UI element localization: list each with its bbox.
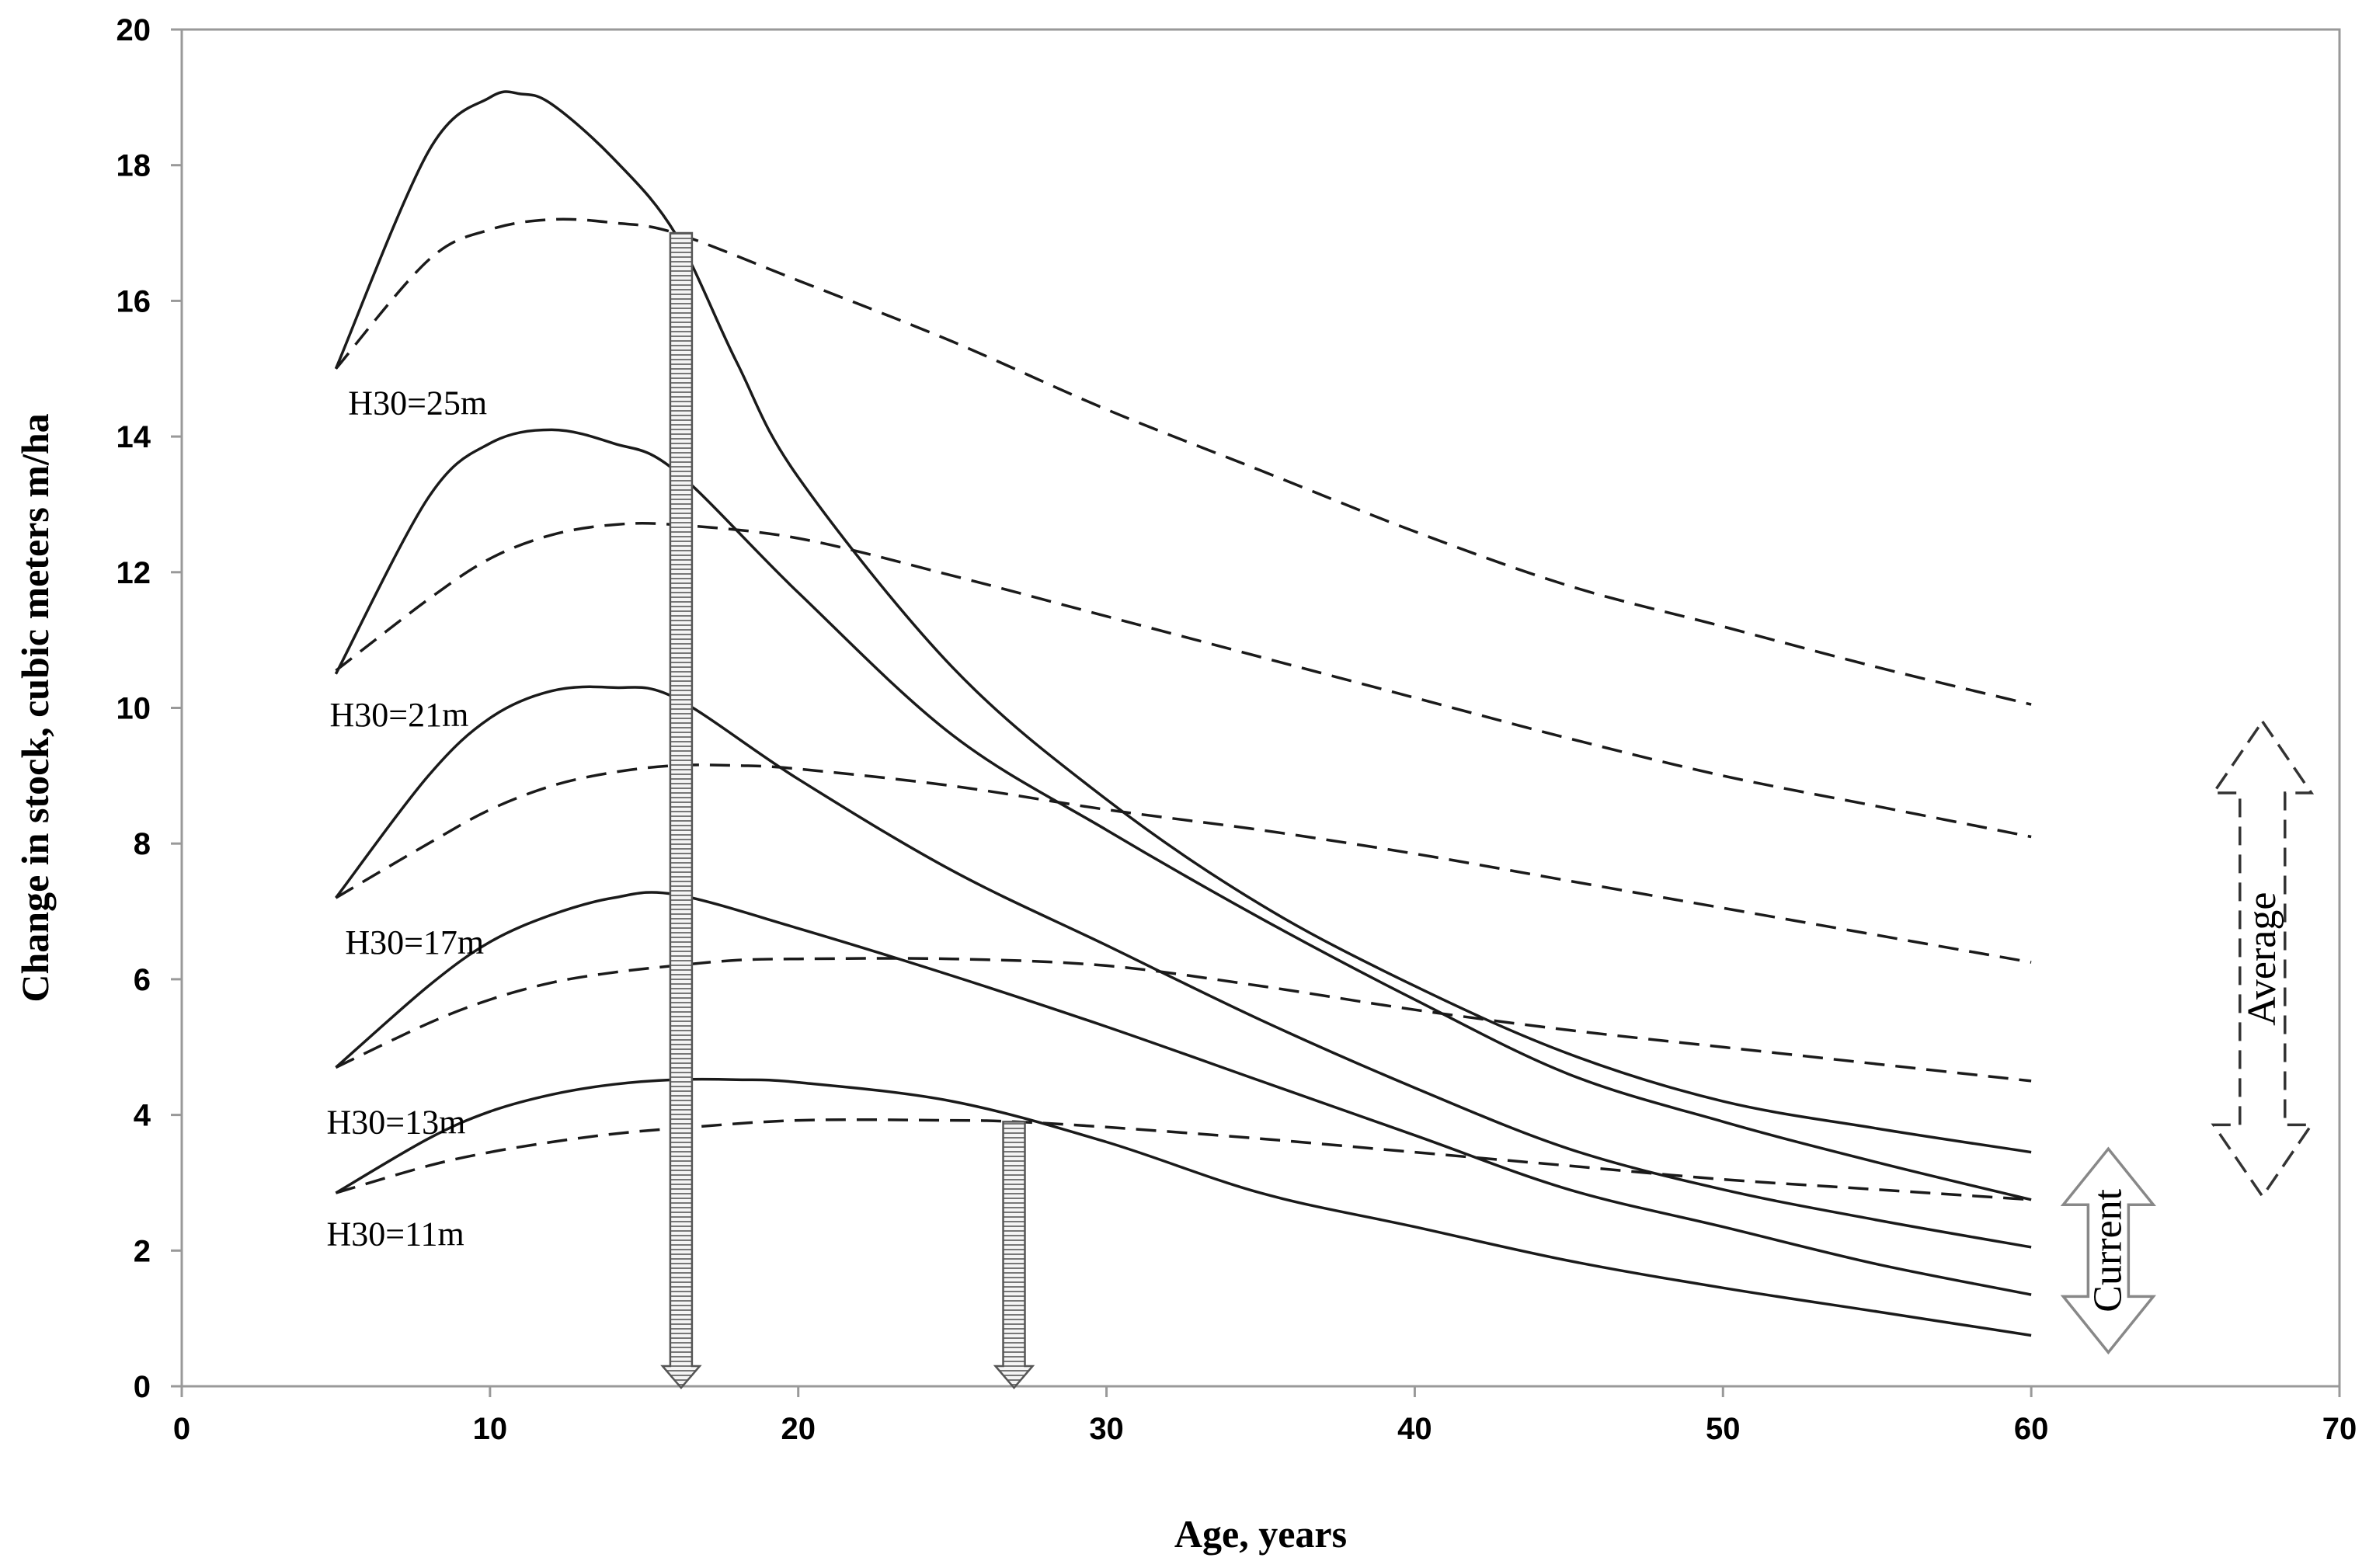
curve-label: H30=11m — [327, 1215, 464, 1253]
series-line-h30-25m-current — [334, 90, 2032, 1154]
x-tick-label: 10 — [473, 1412, 508, 1446]
curve-label: H30=13m — [327, 1103, 466, 1141]
average-range-arrow — [2211, 718, 2315, 1199]
x-tick-label: 20 — [781, 1412, 816, 1446]
current-arrow-label: Current — [2086, 1188, 2130, 1312]
y-tick-label: 0 — [134, 1370, 151, 1404]
y-tick-label: 6 — [134, 963, 151, 997]
curve-label: H30=17m — [345, 923, 484, 961]
y-axis-title: Change in stock, cubic meters m/ha — [13, 413, 57, 1002]
y-tick-label: 16 — [117, 284, 151, 318]
y-tick-label: 14 — [117, 420, 151, 454]
y-tick-label: 20 — [117, 13, 151, 47]
series-line-h30-11m-current — [335, 1077, 2032, 1337]
series-line-h30-17m-average — [335, 763, 2032, 964]
series-line-h30-11m-average — [335, 1118, 2032, 1201]
y-tick-label: 4 — [134, 1099, 151, 1133]
series-line-h30-25m-average — [335, 217, 2032, 706]
age-marker-arrow — [993, 1121, 1035, 1389]
y-tick-label: 10 — [117, 692, 151, 726]
curve-label: H30=21m — [329, 696, 468, 734]
y-tick-label: 18 — [117, 149, 151, 183]
y-tick-label: 2 — [134, 1234, 151, 1268]
series-line-h30-21m-average — [335, 521, 2032, 839]
x-tick-label: 50 — [1706, 1412, 1741, 1446]
axes-layer: 0 10 20 30 40 50 60 70 0 2 4 6 8 10 12 14 16 18 20 — [117, 13, 2357, 1446]
x-tick-label: 70 — [2322, 1412, 2357, 1446]
current-range-arrow — [2060, 1146, 2157, 1355]
series-line-h30-21m-current — [334, 428, 2032, 1201]
series-line-h30-13m-average — [335, 957, 2032, 1083]
series-line-h30-13m-current — [335, 891, 2032, 1296]
average-arrow-label: Average — [2240, 892, 2284, 1026]
x-tick-label: 60 — [2014, 1412, 2049, 1446]
curves-layer — [334, 90, 2032, 1337]
annotations-layer: H30=25m H30=21m H30=17m H30=13m H30=11m Avera… — [327, 231, 2315, 1389]
x-tick-label: 0 — [173, 1412, 190, 1446]
x-axis-title: Age, years — [1174, 1512, 1347, 1556]
age-marker-arrow — [660, 231, 702, 1389]
y-tick-label: 12 — [117, 556, 151, 590]
x-tick-label: 30 — [1089, 1412, 1124, 1446]
curve-label: H30=25m — [348, 384, 487, 422]
series-line-h30-17m-current — [335, 685, 2032, 1249]
x-tick-label: 40 — [1397, 1412, 1432, 1446]
y-tick-label: 8 — [134, 827, 151, 861]
